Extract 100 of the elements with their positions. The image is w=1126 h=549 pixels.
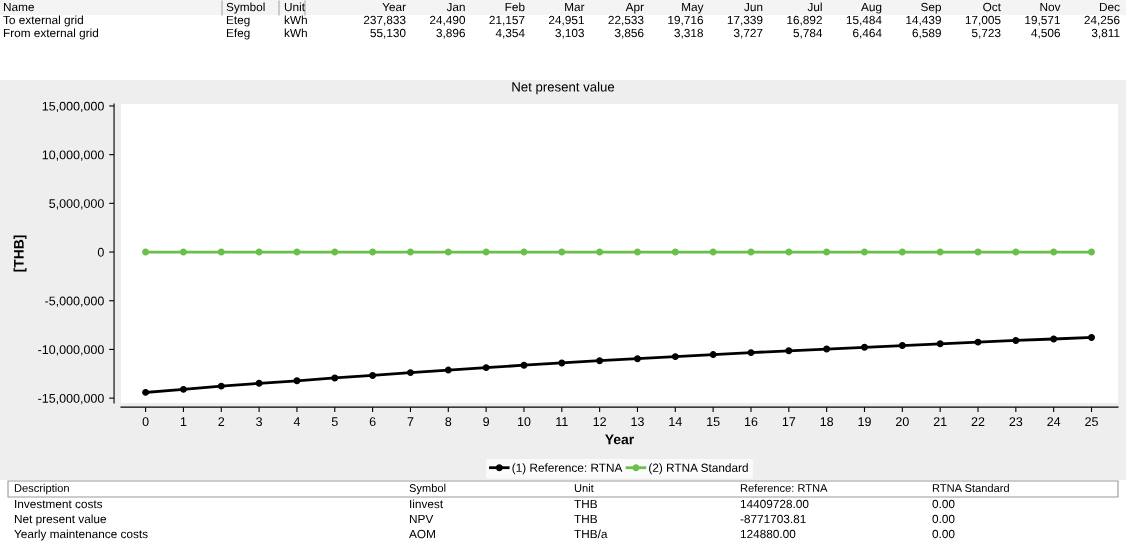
text: Symbol bbox=[226, 2, 265, 14]
text: kWh bbox=[284, 28, 307, 38]
text: 5,723 bbox=[971, 28, 1001, 39]
chart-title: Net present value bbox=[512, 81, 615, 95]
point bbox=[785, 248, 793, 256]
point bbox=[444, 366, 452, 374]
point bbox=[861, 248, 868, 256]
text: 237,833 bbox=[363, 15, 406, 26]
point bbox=[1012, 248, 1020, 256]
point bbox=[709, 248, 717, 256]
text: Feb bbox=[505, 2, 525, 12]
text: kWh bbox=[284, 15, 307, 25]
text: 0.00 bbox=[932, 499, 955, 509]
point bbox=[179, 248, 187, 256]
x-tick-label: 19 bbox=[858, 417, 871, 427]
x-axis-title: Year bbox=[605, 434, 634, 445]
point bbox=[482, 248, 490, 256]
y-tick-label: 5,000,000 bbox=[49, 199, 104, 210]
legend-label: (1) Reference: RTNA bbox=[512, 463, 623, 475]
point bbox=[217, 382, 225, 390]
point bbox=[974, 338, 982, 346]
point bbox=[217, 248, 225, 256]
x-tick-label: 9 bbox=[483, 417, 490, 427]
point bbox=[331, 248, 339, 256]
point bbox=[1050, 248, 1058, 256]
text: Jan bbox=[446, 2, 465, 12]
point bbox=[596, 357, 604, 365]
text: 24,256 bbox=[1084, 15, 1120, 26]
text: THB bbox=[574, 499, 597, 509]
x-tick-label: 12 bbox=[593, 417, 606, 426]
x-tick-label: 3 bbox=[256, 417, 263, 427]
point bbox=[1088, 248, 1095, 256]
x-tick-label: 0 bbox=[142, 417, 149, 427]
x-tick-label: 25 bbox=[1085, 417, 1098, 427]
text: 6,589 bbox=[912, 28, 941, 39]
point bbox=[785, 347, 793, 355]
text: 5,784 bbox=[793, 28, 823, 39]
text: To external grid bbox=[3, 15, 83, 27]
x-tick-label: 7 bbox=[407, 417, 414, 426]
x-tick-label: 13 bbox=[631, 417, 644, 427]
text: 17,005 bbox=[965, 15, 1001, 26]
text: Eteg bbox=[226, 15, 250, 27]
text: 0.00 bbox=[932, 529, 955, 539]
text: Investment costs bbox=[15, 499, 103, 509]
text: Net present value bbox=[14, 514, 107, 526]
y-tick-label: -10,000,000 bbox=[38, 345, 104, 356]
text: 19,571 bbox=[1025, 15, 1060, 26]
point bbox=[369, 371, 377, 379]
text: Jun bbox=[744, 2, 763, 12]
point bbox=[369, 248, 377, 256]
text: Unit bbox=[284, 2, 305, 12]
text: Jul bbox=[807, 2, 822, 12]
text: 21,157 bbox=[489, 15, 525, 26]
point bbox=[255, 379, 263, 387]
point bbox=[558, 359, 566, 367]
x-tick-label: 15 bbox=[707, 417, 720, 427]
text: 14,439 bbox=[906, 15, 941, 26]
text: May bbox=[682, 2, 704, 14]
text: 4,354 bbox=[495, 28, 525, 39]
point bbox=[823, 345, 831, 353]
point bbox=[179, 385, 187, 393]
text: 55,130 bbox=[370, 28, 406, 39]
x-tick-label: 5 bbox=[331, 417, 338, 427]
point bbox=[709, 351, 717, 359]
text: 6,464 bbox=[853, 28, 882, 39]
text: From external grid bbox=[3, 28, 99, 40]
text: 3,103 bbox=[555, 28, 584, 39]
x-tick-label: 8 bbox=[445, 417, 452, 427]
text: NPV bbox=[409, 514, 434, 524]
x-tick-label: 24 bbox=[1047, 417, 1061, 426]
text: 3,856 bbox=[614, 28, 644, 39]
point bbox=[142, 388, 150, 396]
x-tick-label: 1 bbox=[180, 417, 187, 426]
text: Name bbox=[3, 2, 34, 12]
point bbox=[293, 377, 301, 385]
text: Symbol bbox=[409, 483, 446, 495]
text: 124880.00 bbox=[740, 529, 796, 539]
text: 19,716 bbox=[668, 15, 703, 26]
x-tick-label: 22 bbox=[971, 417, 985, 426]
text: 3,811 bbox=[1091, 28, 1120, 39]
x-tick-label: 6 bbox=[369, 417, 376, 427]
text: Nov bbox=[1040, 2, 1061, 12]
legend-label: (2) RTNA Standard bbox=[649, 463, 748, 475]
x-tick-label: 10 bbox=[517, 417, 531, 427]
text: 3,896 bbox=[436, 28, 465, 39]
text: 3,318 bbox=[674, 28, 703, 39]
text: Oct bbox=[983, 2, 1001, 12]
text: THB/a bbox=[574, 529, 608, 539]
text: 4,506 bbox=[1031, 28, 1060, 39]
point bbox=[671, 353, 679, 361]
x-tick-label: 16 bbox=[744, 417, 758, 427]
point bbox=[1088, 333, 1095, 341]
text: 24,490 bbox=[429, 15, 466, 26]
text: Description bbox=[14, 483, 69, 495]
x-tick-label: 20 bbox=[896, 417, 909, 427]
point bbox=[406, 369, 414, 377]
point bbox=[633, 248, 641, 256]
point bbox=[558, 248, 566, 256]
x-tick-label: 18 bbox=[820, 417, 834, 427]
text: Year bbox=[382, 2, 406, 12]
